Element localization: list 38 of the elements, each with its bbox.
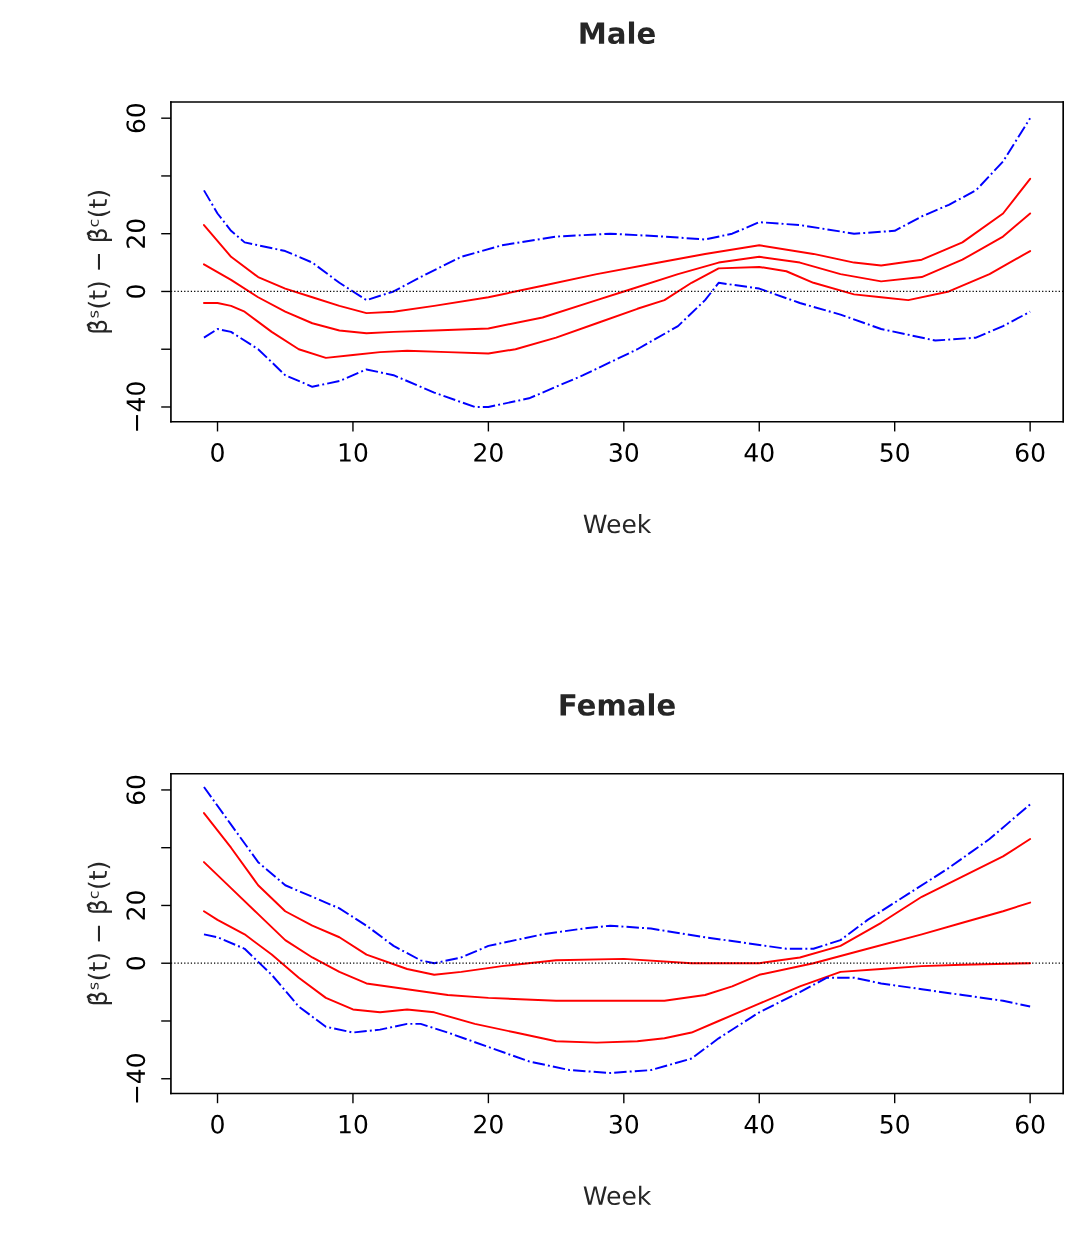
line-series [203, 177, 1032, 315]
x-tick-label: 40 [744, 1114, 774, 1134]
x-tick-label: 50 [880, 1114, 909, 1134]
x-tick-label: 0 [211, 442, 224, 462]
x-tick-label: 10 [339, 1114, 368, 1134]
x-tick-label: 60 [1015, 1114, 1045, 1134]
line-series [203, 910, 1032, 1044]
y-tick-label: 20 [126, 219, 146, 248]
y-tick-label: 60 [126, 775, 146, 805]
x-tick-label: 40 [744, 442, 774, 462]
x-axis-title: Week [583, 1185, 652, 1206]
line-series [203, 281, 1032, 408]
line-series [203, 212, 1032, 335]
x-tick-label: 0 [211, 1114, 224, 1134]
x-tick-label: 30 [609, 1114, 639, 1134]
x-tick-label: 30 [609, 442, 639, 462]
x-tick-label: 20 [474, 442, 503, 462]
chart-title: Male [580, 21, 655, 45]
line-series [203, 933, 1032, 1074]
y-tick-label: −40 [126, 1054, 146, 1103]
line-series [203, 812, 1032, 976]
y-tick-label: 0 [126, 956, 146, 970]
x-tick-label: 50 [880, 442, 909, 462]
line-series [203, 117, 1032, 302]
chart-title: Female [560, 693, 675, 716]
x-tick-label: 10 [339, 442, 368, 462]
line-series [203, 250, 1032, 359]
x-tick-label: 20 [474, 1114, 503, 1134]
x-tick-label: 60 [1015, 442, 1045, 462]
y-axis-title: β̂ˢ(t) − β̂ᶜ(t) [86, 191, 113, 333]
x-axis-title: Week [583, 513, 652, 534]
line-series [203, 861, 1032, 1002]
y-axis-title: β̂ˢ(t) − β̂ᶜ(t) [86, 862, 113, 1005]
y-tick-label: −40 [126, 382, 146, 431]
y-tick-label: 20 [126, 891, 146, 920]
line-series [203, 786, 1032, 965]
y-tick-label: 0 [126, 285, 146, 298]
y-tick-label: 60 [126, 103, 146, 133]
